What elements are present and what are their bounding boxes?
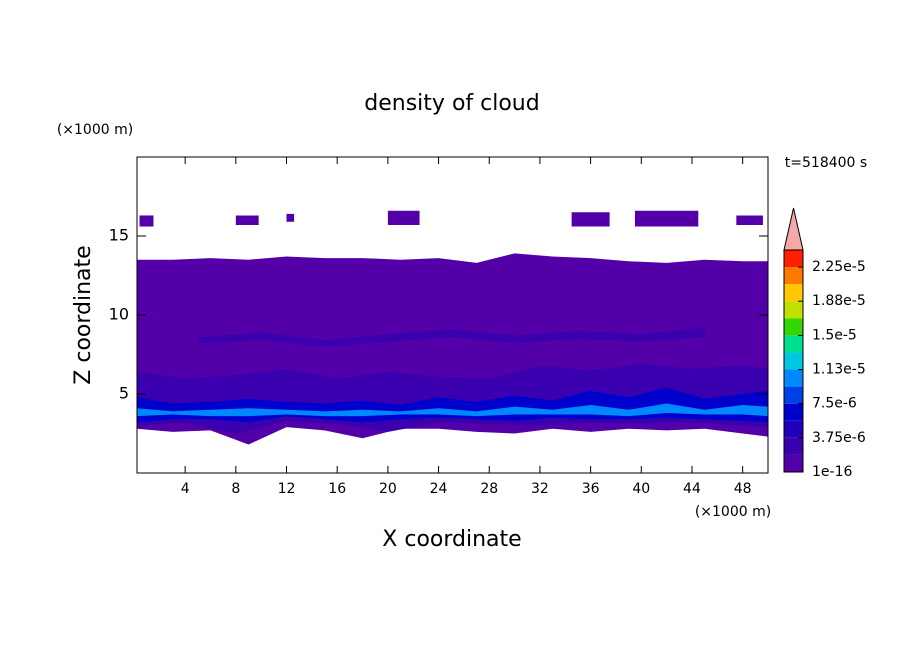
time-label: t=518400 s [785,155,867,171]
colorbar-segment [784,437,803,455]
colorbar-segment [784,369,803,387]
colorbar-tick-label: 1.5e-5 [812,327,857,343]
y-unit: (×1000 m) [57,122,133,138]
colorbar-tick-label: 7.5e-6 [812,396,857,412]
colorbar-segment [784,403,803,421]
contour-region [736,215,763,225]
colorbar-tick-label: 1.13e-5 [812,362,866,378]
y-axis-label: Z coordinate [71,245,96,384]
x-tick-label: 40 [632,481,650,497]
colorbar-segment [784,301,803,319]
x-tick-label: 16 [328,481,346,497]
colorbar-segment [784,250,803,268]
y-tick-label: 15 [109,226,129,245]
colorbar-segment [784,420,803,438]
x-tick-label: 48 [734,481,752,497]
colorbar-segment [784,318,803,336]
x-tick-label: 36 [582,481,600,497]
x-unit: (×1000 m) [695,504,771,520]
contour-region [286,213,295,222]
colorbar-tick-label: 1.88e-5 [812,293,866,309]
contour-region [137,403,768,417]
contour-region [235,215,259,225]
contour-region [571,212,610,227]
x-tick-label: 4 [181,481,190,497]
colorbar-segment [784,267,803,285]
colorbar-segment [784,335,803,353]
colorbar-segment [784,284,803,302]
x-tick-label: 20 [379,481,397,497]
colorbar-tick-label: 2.25e-5 [812,259,866,275]
contour-region [634,210,699,227]
contour-region [387,210,420,225]
x-tick-label: 12 [278,481,296,497]
colorbar-tick-label: 3.75e-6 [812,430,866,446]
contour-region [197,327,705,347]
x-tick-label: 24 [430,481,448,497]
x-tick-label: 8 [231,481,240,497]
colorbar-segment [784,454,803,472]
contour-region [139,215,154,227]
colorbar-frame [783,249,804,473]
y-tick-label: 10 [109,305,129,324]
x-tick-label: 28 [480,481,498,497]
x-tick-label: 32 [531,481,549,497]
colorbar-segment [784,352,803,370]
y-tick-label: 5 [119,384,129,403]
colorbar-tick-label: 1e-16 [812,464,852,480]
colorbar-segment [784,386,803,404]
x-tick-label: 44 [683,481,701,497]
chart-title: density of cloud [364,91,539,116]
contour-field [137,210,768,445]
x-axis-label: X coordinate [382,527,521,552]
